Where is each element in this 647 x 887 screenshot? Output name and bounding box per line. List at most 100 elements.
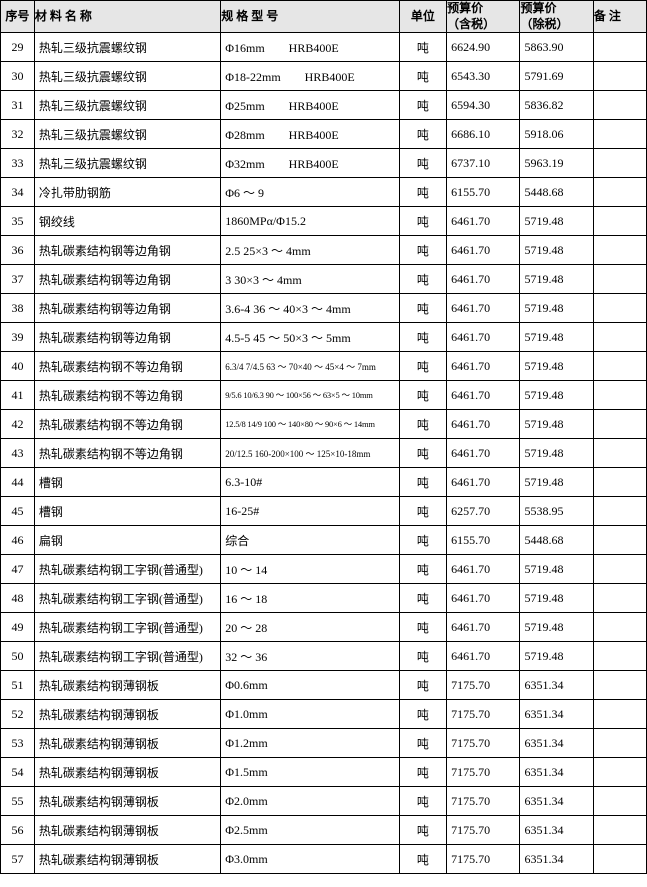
- cell-price-tax: 7175.70: [447, 845, 520, 874]
- cell-price-tax: 7175.70: [447, 816, 520, 845]
- cell-unit: 吨: [399, 816, 446, 845]
- cell-note: [593, 294, 646, 323]
- cell-note: [593, 700, 646, 729]
- cell-unit: 吨: [399, 352, 446, 381]
- cell-seq: 40: [1, 352, 35, 381]
- header-price-notax: 预算价 （除税）: [520, 1, 593, 33]
- cell-unit: 吨: [399, 642, 446, 671]
- cell-spec: Φ2.5mm: [221, 816, 399, 845]
- cell-price-notax: 5719.48: [520, 294, 593, 323]
- cell-seq: 56: [1, 816, 35, 845]
- table-row: 49热轧碳素结构钢工字钢(普通型)20 ～ 28吨6461.705719.48: [1, 613, 647, 642]
- cell-name: 热轧碳素结构钢不等边角钢: [34, 410, 220, 439]
- table-row: 29热轧三级抗震螺纹钢Φ16mm HRB400E吨6624.905863.90: [1, 33, 647, 62]
- cell-price-tax: 7175.70: [447, 671, 520, 700]
- cell-price-tax: 6461.70: [447, 207, 520, 236]
- cell-spec: 32 ～ 36: [221, 642, 399, 671]
- table-row: 51热轧碳素结构钢薄钢板Φ0.6mm吨7175.706351.34: [1, 671, 647, 700]
- cell-unit: 吨: [399, 410, 446, 439]
- cell-note: [593, 497, 646, 526]
- table-row: 52热轧碳素结构钢薄钢板Φ1.0mm吨7175.706351.34: [1, 700, 647, 729]
- cell-price-notax: 5863.90: [520, 33, 593, 62]
- cell-name: 钢绞线: [34, 207, 220, 236]
- cell-price-tax: 6461.70: [447, 439, 520, 468]
- cell-price-tax: 6461.70: [447, 613, 520, 642]
- cell-price-notax: 5719.48: [520, 555, 593, 584]
- cell-spec: Φ32mm HRB400E: [221, 149, 399, 178]
- cell-seq: 29: [1, 33, 35, 62]
- table-row: 30热轧三级抗震螺纹钢Φ18-22mm HRB400E吨6543.305791.…: [1, 62, 647, 91]
- cell-note: [593, 584, 646, 613]
- cell-price-notax: 5719.48: [520, 468, 593, 497]
- cell-name: 热轧碳素结构钢薄钢板: [34, 671, 220, 700]
- cell-seq: 49: [1, 613, 35, 642]
- table-row: 44槽钢6.3-10#吨6461.705719.48: [1, 468, 647, 497]
- cell-price-notax: 6351.34: [520, 758, 593, 787]
- cell-price-tax: 6461.70: [447, 265, 520, 294]
- cell-note: [593, 671, 646, 700]
- cell-price-notax: 6351.34: [520, 700, 593, 729]
- cell-price-notax: 5719.48: [520, 323, 593, 352]
- cell-spec: 9/5.6 10/6.3 90 ～ 100×56 ～ 63×5 ～ 10mm: [221, 381, 399, 410]
- header-price-tax-l1: 预算价: [447, 1, 483, 15]
- cell-unit: 吨: [399, 497, 446, 526]
- cell-seq: 57: [1, 845, 35, 874]
- cell-spec: Φ0.6mm: [221, 671, 399, 700]
- table-row: 53热轧碳素结构钢薄钢板Φ1.2mm吨7175.706351.34: [1, 729, 647, 758]
- table-row: 57热轧碳素结构钢薄钢板Φ3.0mm吨7175.706351.34: [1, 845, 647, 874]
- cell-price-tax: 6461.70: [447, 584, 520, 613]
- cell-spec: 10 ～ 14: [221, 555, 399, 584]
- cell-name: 热轧碳素结构钢不等边角钢: [34, 439, 220, 468]
- cell-price-tax: 6624.90: [447, 33, 520, 62]
- cell-price-notax: 5538.95: [520, 497, 593, 526]
- cell-spec: 综合: [221, 526, 399, 555]
- cell-spec: 20/12.5 160-200×100 ～ 125×10-18mm: [221, 439, 399, 468]
- cell-price-tax: 7175.70: [447, 700, 520, 729]
- table-row: 38热轧碳素结构钢等边角钢3.6-4 36 ～ 40×3 ～ 4mm吨6461.…: [1, 294, 647, 323]
- cell-unit: 吨: [399, 555, 446, 584]
- cell-note: [593, 758, 646, 787]
- cell-price-tax: 6737.10: [447, 149, 520, 178]
- cell-price-tax: 6461.70: [447, 555, 520, 584]
- cell-price-tax: 7175.70: [447, 729, 520, 758]
- cell-seq: 43: [1, 439, 35, 468]
- cell-price-notax: 5719.48: [520, 207, 593, 236]
- cell-price-notax: 5719.48: [520, 642, 593, 671]
- table-row: 32热轧三级抗震螺纹钢Φ28mm HRB400E吨6686.105918.06: [1, 120, 647, 149]
- cell-price-tax: 7175.70: [447, 758, 520, 787]
- cell-note: [593, 410, 646, 439]
- cell-seq: 51: [1, 671, 35, 700]
- cell-unit: 吨: [399, 33, 446, 62]
- cell-price-tax: 6461.70: [447, 323, 520, 352]
- cell-note: [593, 323, 646, 352]
- cell-note: [593, 468, 646, 497]
- cell-note: [593, 787, 646, 816]
- cell-spec: Φ6 ～ 9: [221, 178, 399, 207]
- cell-name: 热轧碳素结构钢不等边角钢: [34, 381, 220, 410]
- header-unit: 单位: [399, 1, 446, 33]
- cell-seq: 33: [1, 149, 35, 178]
- table-row: 56热轧碳素结构钢薄钢板Φ2.5mm吨7175.706351.34: [1, 816, 647, 845]
- table-row: 42热轧碳素结构钢不等边角钢12.5/8 14/9 100 ～ 140×80 ～…: [1, 410, 647, 439]
- header-price-tax-l2: （含税）: [447, 17, 495, 31]
- cell-name: 热轧三级抗震螺纹钢: [34, 149, 220, 178]
- cell-seq: 42: [1, 410, 35, 439]
- cell-name: 槽钢: [34, 468, 220, 497]
- cell-unit: 吨: [399, 613, 446, 642]
- cell-unit: 吨: [399, 381, 446, 410]
- cell-price-tax: 6543.30: [447, 62, 520, 91]
- cell-seq: 47: [1, 555, 35, 584]
- cell-unit: 吨: [399, 439, 446, 468]
- cell-name: 热轧碳素结构钢工字钢(普通型): [34, 584, 220, 613]
- cell-spec: Φ1.0mm: [221, 700, 399, 729]
- cell-unit: 吨: [399, 323, 446, 352]
- cell-seq: 48: [1, 584, 35, 613]
- cell-price-notax: 5791.69: [520, 62, 593, 91]
- table-row: 55热轧碳素结构钢薄钢板Φ2.0mm吨7175.706351.34: [1, 787, 647, 816]
- cell-seq: 54: [1, 758, 35, 787]
- cell-seq: 50: [1, 642, 35, 671]
- cell-spec: 20 ～ 28: [221, 613, 399, 642]
- cell-seq: 44: [1, 468, 35, 497]
- cell-note: [593, 91, 646, 120]
- cell-spec: Φ18-22mm HRB400E: [221, 62, 399, 91]
